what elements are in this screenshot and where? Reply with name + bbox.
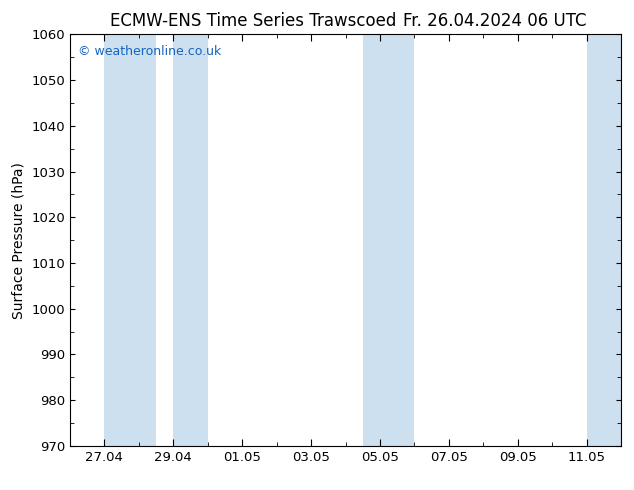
Bar <box>173 34 207 446</box>
Bar <box>363 34 398 446</box>
Text: Fr. 26.04.2024 06 UTC: Fr. 26.04.2024 06 UTC <box>403 12 586 30</box>
Text: ECMW-ENS Time Series Trawscoed: ECMW-ENS Time Series Trawscoed <box>110 12 397 30</box>
Text: © weatheronline.co.uk: © weatheronline.co.uk <box>78 45 221 58</box>
Bar <box>104 34 156 446</box>
Bar <box>587 34 621 446</box>
Y-axis label: Surface Pressure (hPa): Surface Pressure (hPa) <box>11 162 25 318</box>
Bar <box>398 34 415 446</box>
